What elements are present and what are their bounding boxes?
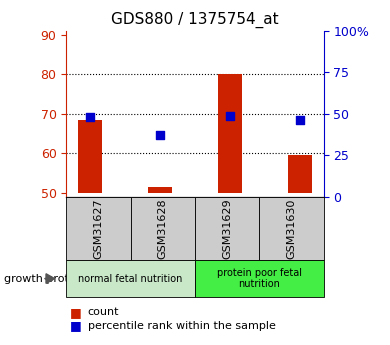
Text: protein poor fetal
nutrition: protein poor fetal nutrition (217, 268, 302, 289)
Text: percentile rank within the sample: percentile rank within the sample (88, 321, 276, 331)
Point (227, 113, 233, 118)
Text: normal fetal nutrition: normal fetal nutrition (78, 274, 183, 284)
Text: GSM31630: GSM31630 (287, 198, 296, 259)
Point (297, 118, 303, 123)
Text: growth protocol: growth protocol (4, 274, 92, 284)
Bar (287, 155, 312, 193)
Point (87, 115, 93, 120)
Text: ■: ■ (70, 306, 82, 319)
Bar (78, 120, 103, 193)
Text: GSM31628: GSM31628 (158, 198, 168, 259)
Bar (218, 75, 242, 193)
Text: ■: ■ (70, 319, 82, 333)
Text: GSM31629: GSM31629 (222, 198, 232, 259)
Text: GSM31627: GSM31627 (94, 198, 103, 259)
Title: GDS880 / 1375754_at: GDS880 / 1375754_at (111, 12, 279, 28)
Bar (148, 187, 172, 193)
Text: count: count (88, 307, 119, 317)
Point (157, 132, 163, 138)
